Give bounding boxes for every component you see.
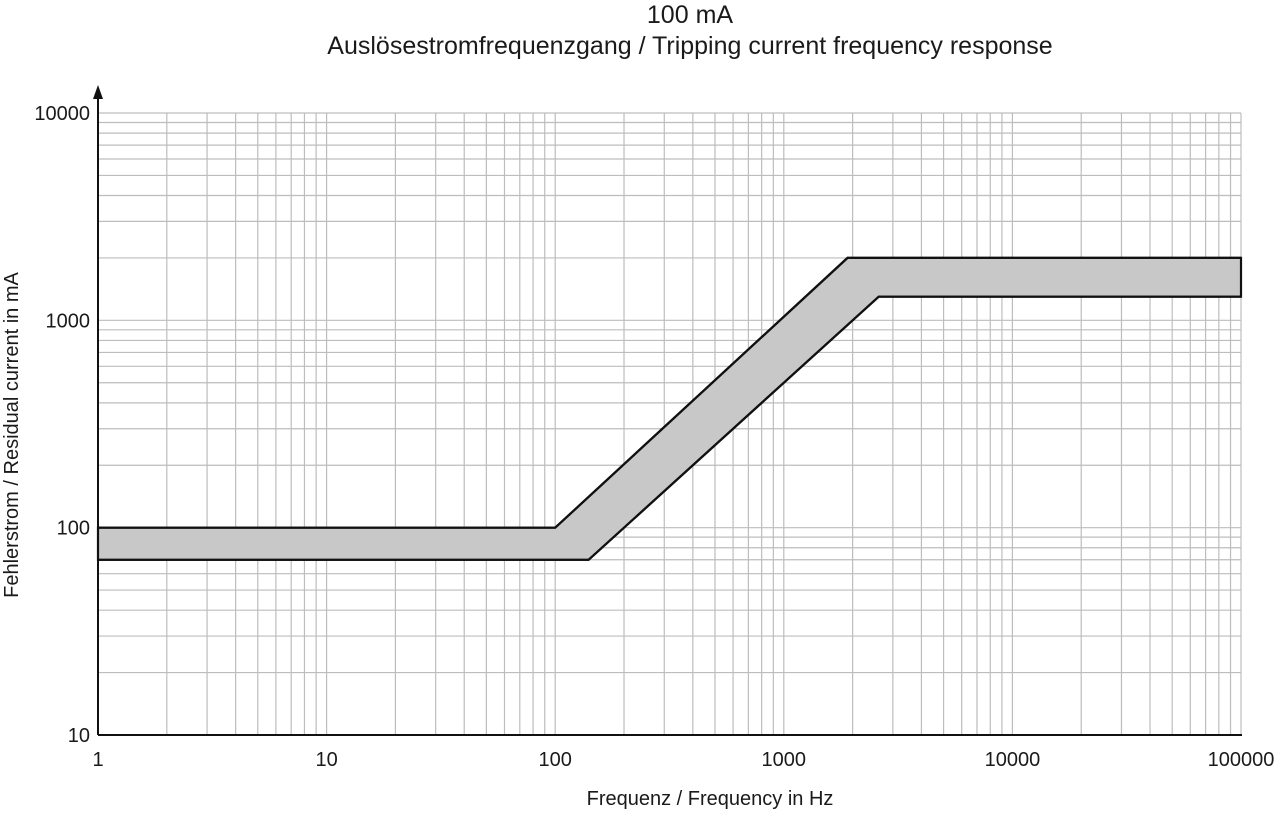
x-tick-label: 100000	[1208, 749, 1275, 771]
upper-limit-line	[98, 256, 1241, 529]
chart-subtitle: Auslösestromfrequenzgang / Tripping curr…	[327, 32, 1053, 60]
y-tick-label: 10	[68, 725, 90, 747]
x-axis-label: Frequenz / Frequency in Hz	[586, 788, 834, 810]
chart-title: 100 mA	[646, 1, 734, 29]
x-tick-label: 100	[539, 749, 572, 771]
axes	[93, 85, 1242, 736]
grid	[98, 112, 1242, 735]
tolerance-band-area	[96, 256, 1243, 561]
y-tick-label: 1000	[46, 310, 91, 332]
x-tick-label: 1000	[762, 749, 807, 771]
y-axis-label: Fehlerstrom / Residual current in mA	[1, 272, 23, 598]
tolerance-band	[96, 256, 1243, 561]
y-tick-label: 100	[57, 518, 90, 540]
y-axis-arrow	[93, 85, 103, 99]
y-tick-label: 10000	[34, 103, 90, 125]
x-tick-label: 10000	[985, 749, 1041, 771]
lower-limit-line	[98, 295, 1241, 561]
x-tick-label: 1	[92, 749, 103, 771]
x-tick-label: 10	[315, 749, 337, 771]
